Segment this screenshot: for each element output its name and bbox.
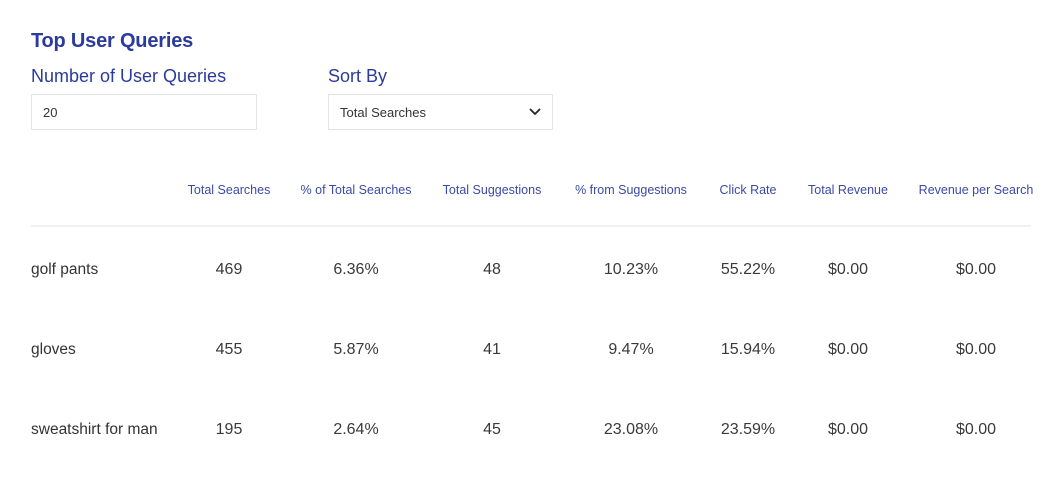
cell-pct-from-suggestions: 23.08% bbox=[603, 421, 659, 438]
row-query: sweatshirt for man bbox=[31, 421, 158, 438]
header-divider bbox=[31, 225, 1031, 227]
cell-pct-total-searches: 5.87% bbox=[333, 341, 379, 358]
cell-total-suggestions: 45 bbox=[483, 421, 501, 438]
column-header-total-revenue[interactable]: Total Revenue bbox=[808, 183, 888, 197]
cell-pct-from-suggestions: 10.23% bbox=[603, 261, 659, 278]
cell-total-searches: 469 bbox=[215, 261, 243, 278]
cell-total-revenue: $0.00 bbox=[827, 261, 869, 278]
column-header-click-rate[interactable]: Click Rate bbox=[719, 183, 777, 197]
cell-total-suggestions: 48 bbox=[483, 261, 501, 278]
cell-total-searches: 455 bbox=[215, 341, 243, 358]
cell-click-rate: 23.59% bbox=[720, 421, 776, 438]
cell-revenue-per-search: $0.00 bbox=[955, 261, 997, 278]
cell-pct-total-searches: 2.64% bbox=[333, 421, 379, 438]
row-query: golf pants bbox=[31, 261, 99, 278]
row-query: gloves bbox=[31, 341, 76, 358]
cell-click-rate: 15.94% bbox=[720, 341, 776, 358]
query-count-input[interactable] bbox=[31, 94, 257, 130]
cell-pct-from-suggestions: 9.47% bbox=[608, 341, 654, 358]
column-header-pct-total-searches[interactable]: % of Total Searches bbox=[300, 183, 412, 197]
cell-revenue-per-search: $0.00 bbox=[955, 341, 997, 358]
sort-by-value: Total Searches bbox=[340, 104, 426, 120]
cell-revenue-per-search: $0.00 bbox=[955, 421, 997, 438]
chevron-down-icon bbox=[529, 106, 541, 118]
cell-total-revenue: $0.00 bbox=[827, 341, 869, 358]
cell-total-revenue: $0.00 bbox=[827, 421, 869, 438]
column-header-total-searches[interactable]: Total Searches bbox=[187, 183, 271, 197]
cell-pct-total-searches: 6.36% bbox=[333, 261, 379, 278]
column-header-total-suggestions[interactable]: Total Suggestions bbox=[442, 183, 542, 197]
sort-by-select[interactable]: Total Searches bbox=[328, 94, 553, 130]
sort-label: Sort By bbox=[328, 66, 388, 86]
cell-click-rate: 55.22% bbox=[720, 261, 776, 278]
cell-total-searches: 195 bbox=[215, 421, 243, 438]
count-label: Number of User Queries bbox=[31, 66, 227, 86]
page-title: Top User Queries bbox=[31, 30, 194, 52]
cell-total-suggestions: 41 bbox=[483, 341, 501, 358]
column-header-pct-from-suggestions[interactable]: % from Suggestions bbox=[575, 183, 687, 197]
column-header-revenue-per-search[interactable]: Revenue per Search bbox=[918, 183, 1034, 197]
